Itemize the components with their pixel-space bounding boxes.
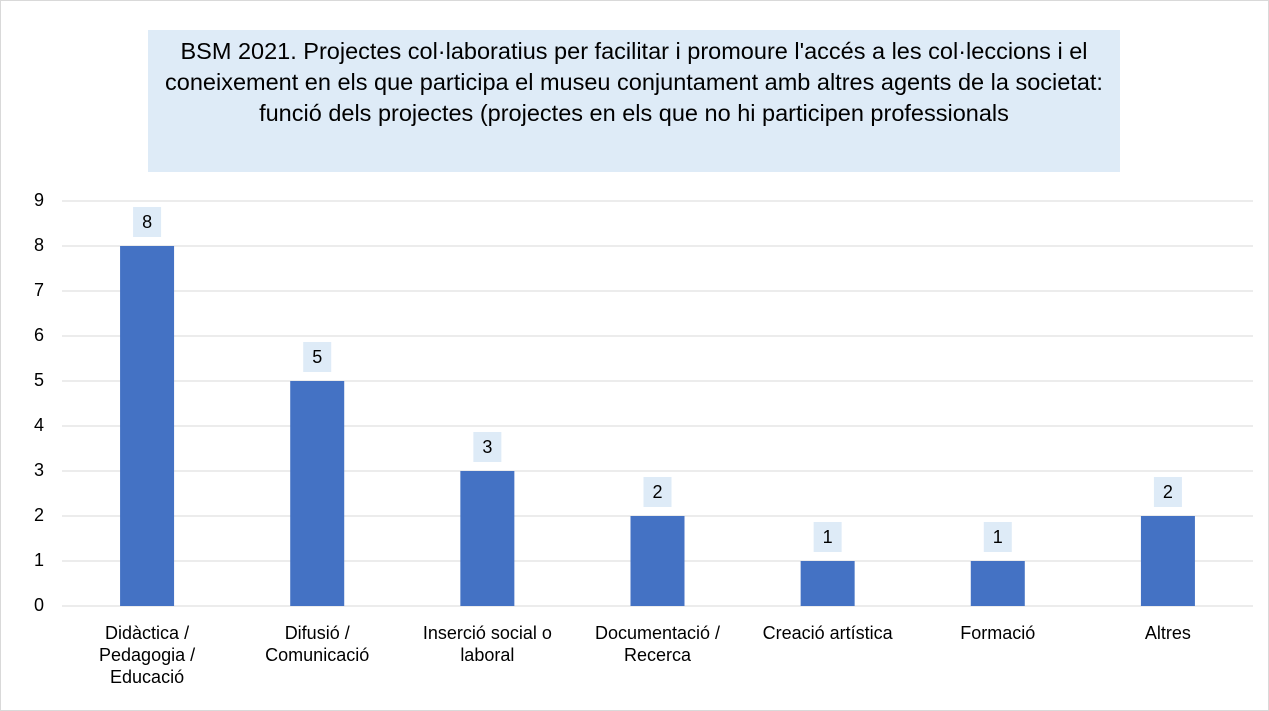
data-label-box — [813, 522, 842, 552]
data-label: 2 — [652, 482, 662, 502]
data-label: 1 — [823, 527, 833, 547]
data-label-box — [643, 477, 672, 507]
data-label: 1 — [993, 527, 1003, 547]
y-tick-label: 6 — [34, 325, 44, 345]
data-label: 2 — [1163, 482, 1173, 502]
bar — [800, 561, 855, 606]
chart-title: BSM 2021. Projectes col·laboratius per f… — [148, 30, 1120, 172]
data-label-box — [133, 207, 162, 237]
x-tick-label: Formació — [960, 623, 1036, 643]
bar — [1140, 516, 1195, 606]
bar — [120, 246, 175, 606]
y-tick-label: 3 — [34, 460, 44, 480]
y-tick-label: 1 — [34, 550, 44, 570]
data-label-box — [983, 522, 1012, 552]
bar — [460, 471, 515, 606]
y-tick-label: 0 — [34, 595, 44, 615]
x-tick-label: Inserció social o laboral — [422, 623, 552, 665]
y-tick-label: 9 — [34, 190, 44, 210]
y-tick-label: 4 — [34, 415, 44, 435]
x-tick-label: Documentació / Recerca — [594, 623, 721, 665]
y-tick-label: 5 — [34, 370, 44, 390]
data-label-box — [1153, 477, 1182, 507]
data-label-box — [303, 342, 332, 372]
x-tick-label: Difusió / Comunicació — [265, 623, 370, 665]
data-label-box — [473, 432, 502, 462]
bar — [970, 561, 1025, 606]
bar — [290, 381, 345, 606]
y-tick-label: 7 — [34, 280, 44, 300]
x-tick-label: Creació artística — [762, 623, 893, 643]
y-tick-label: 8 — [34, 235, 44, 255]
y-tick-label: 2 — [34, 505, 44, 525]
x-tick-label: Altres — [1144, 623, 1191, 643]
bar — [630, 516, 685, 606]
data-label: 5 — [312, 347, 322, 367]
x-tick-label: Didàctica / Pedagogia / Educació — [99, 623, 196, 687]
data-label: 8 — [142, 212, 152, 232]
data-label: 3 — [482, 437, 492, 457]
